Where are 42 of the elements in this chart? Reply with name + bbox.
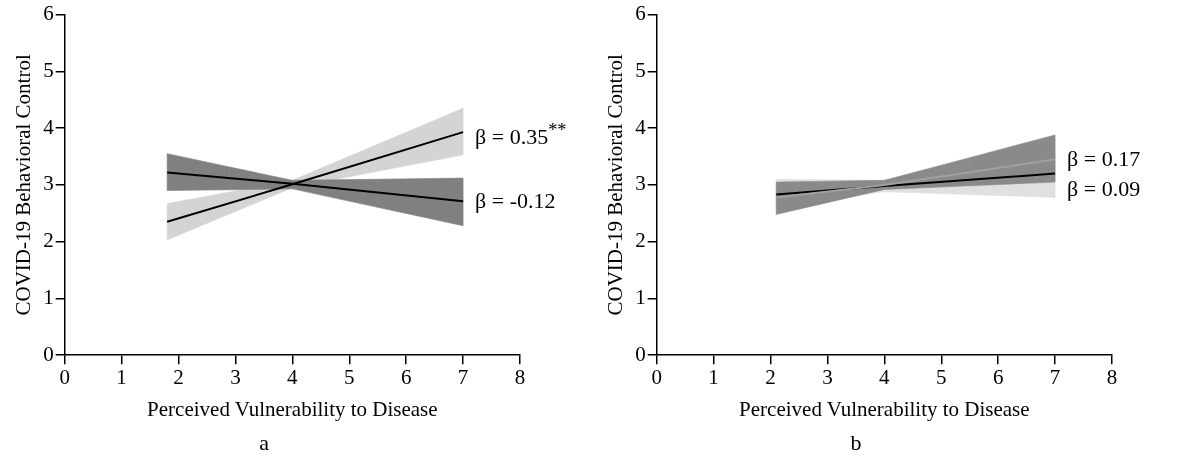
annotation: β = -0.12 bbox=[475, 188, 556, 214]
x-tick-label: 0 bbox=[59, 365, 70, 390]
annotation: β = 0.17 bbox=[1067, 146, 1141, 172]
annotation: β = 0.35$^{**}$ bbox=[475, 120, 567, 150]
x-tick-label: 2 bbox=[765, 365, 776, 390]
x-tick-label: 6 bbox=[400, 365, 412, 390]
x-tick-label: 1 bbox=[116, 365, 127, 390]
x-tick-label: 3 bbox=[230, 365, 241, 390]
y-tick-label: 0 bbox=[43, 341, 54, 366]
y-tick-label: 5 bbox=[43, 57, 54, 82]
x-axis-title: Perceived Vulnerability to Disease bbox=[147, 396, 438, 421]
y-axis-title: COVID-19 Behavioral Control bbox=[603, 54, 628, 316]
x-tick-label: 3 bbox=[822, 365, 833, 390]
x-tick-label: 2 bbox=[173, 365, 184, 390]
x-tick-label: 7 bbox=[1049, 365, 1061, 390]
y-tick-label: 2 bbox=[43, 228, 54, 253]
x-tick-label: 4 bbox=[287, 365, 299, 390]
y-tick-label: 1 bbox=[43, 284, 54, 309]
x-tick-label: 1 bbox=[708, 365, 719, 390]
text: b bbox=[850, 429, 862, 455]
annotation: β = 0.09 bbox=[1067, 176, 1141, 202]
y-tick-label: 2 bbox=[635, 228, 646, 253]
x-tick-label: 8 bbox=[514, 365, 526, 390]
y-axis-title: COVID-19 Behavioral Control bbox=[11, 54, 36, 316]
y-tick-label: 3 bbox=[635, 171, 646, 196]
y-tick-label: 4 bbox=[635, 114, 647, 139]
y-tick-label: 6 bbox=[43, 1, 54, 26]
x-tick-label: 6 bbox=[992, 365, 1004, 390]
y-tick-label: 1 bbox=[635, 284, 646, 309]
y-tick-label: 4 bbox=[43, 114, 55, 139]
x-tick-label: 7 bbox=[457, 365, 469, 390]
text: a bbox=[259, 429, 270, 455]
y-tick-label: 5 bbox=[635, 57, 646, 82]
x-tick-label: 4 bbox=[879, 365, 891, 390]
x-tick-label: 0 bbox=[651, 365, 662, 390]
x-tick-label: 8 bbox=[1106, 365, 1118, 390]
y-tick-label: 6 bbox=[635, 1, 646, 26]
y-tick-label: 3 bbox=[43, 171, 54, 196]
x-axis-title: Perceived Vulnerability to Disease bbox=[739, 396, 1030, 421]
x-tick-label: 5 bbox=[344, 365, 355, 390]
y-tick-label: 0 bbox=[635, 341, 646, 366]
x-tick-label: 5 bbox=[936, 365, 947, 390]
